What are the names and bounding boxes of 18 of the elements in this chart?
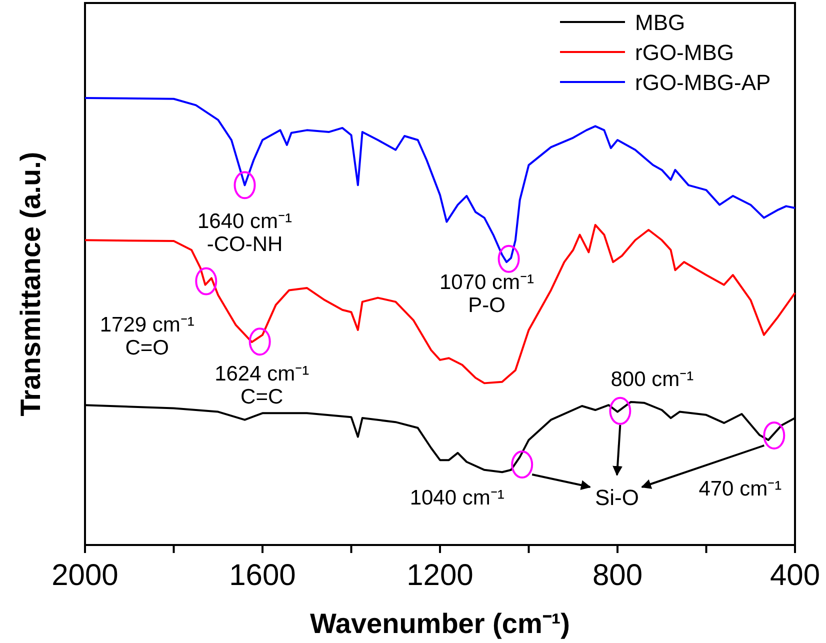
x-tick-label: 400 [770,559,820,592]
x-tick-label: 2000 [52,559,118,592]
x-tick-label: 1600 [229,559,296,592]
annotation: 470 cm⁻¹ [698,477,782,500]
annotation: 1624 cm⁻¹ C=C [214,362,310,409]
x-tick-label: 800 [592,559,643,592]
annotation: Si-O [595,485,639,510]
y-axis-title: Transmittance (a.u.) [15,152,46,416]
annotation: 1729 cm⁻¹ C=O [100,313,194,360]
annotation: 800 cm⁻¹ [610,368,694,391]
annotation: 1070 cm⁻¹ P-O [440,270,534,317]
legend-label: rGO-MBG [635,40,734,65]
annotation: 1640 cm⁻¹ -CO-NH [197,210,292,256]
legend-label: MBG [635,10,686,35]
annotation: 1040 cm⁻¹ [410,486,504,510]
x-tick-label: 1200 [406,559,474,592]
legend-label: rGO-MBG-AP [635,70,771,95]
x-axis-title: Wavenumber (cm⁻¹) [310,608,570,639]
